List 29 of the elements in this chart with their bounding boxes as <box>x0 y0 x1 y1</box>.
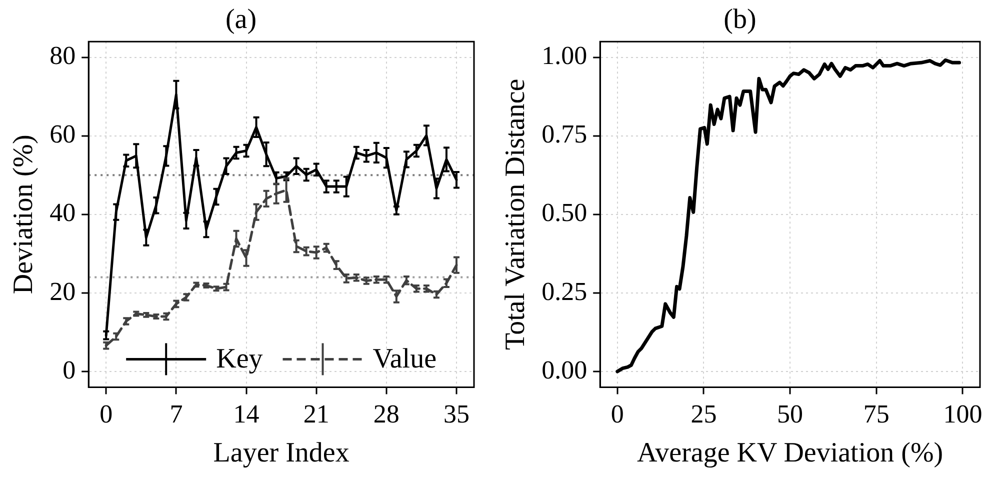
x-tick-label: 100 <box>943 400 982 429</box>
x-tick-label: 50 <box>777 400 804 429</box>
y-tick-label: 80 <box>50 41 76 70</box>
y-tick-label: 0.25 <box>542 276 588 306</box>
y-tick-label: 20 <box>50 276 76 306</box>
x-axis-title: Layer Index <box>213 438 350 469</box>
y-tick-label: 1.00 <box>542 41 588 70</box>
y-axis-title: Deviation (%) <box>8 134 40 294</box>
y-tick-label: 0 <box>62 355 76 384</box>
x-tick-label: 14 <box>233 400 260 429</box>
y-tick-label: 0.00 <box>542 355 588 384</box>
y-tick-label: 40 <box>50 198 76 228</box>
legend-label: Key <box>216 344 263 375</box>
x-tick-label: 0 <box>100 400 113 429</box>
x-tick-label: 21 <box>303 400 330 429</box>
x-tick-label: 7 <box>170 400 183 429</box>
y-axis-title: Total Variation Distance <box>500 78 532 350</box>
y-tick-label: 0.75 <box>542 120 588 149</box>
y-tick-label: 60 <box>50 120 76 149</box>
x-tick-label: 35 <box>443 400 470 429</box>
x-tick-label: 25 <box>690 400 717 429</box>
x-tick-label: 28 <box>373 400 400 429</box>
chart-title: (a) <box>225 4 257 36</box>
y-tick-label: 0.50 <box>542 198 588 228</box>
legend-label: Value <box>372 344 437 375</box>
chart-title: (b) <box>724 4 756 36</box>
x-tick-label: 75 <box>863 400 890 429</box>
x-axis-title: Average KV Deviation (%) <box>637 438 944 469</box>
x-tick-label: 0 <box>610 400 624 429</box>
